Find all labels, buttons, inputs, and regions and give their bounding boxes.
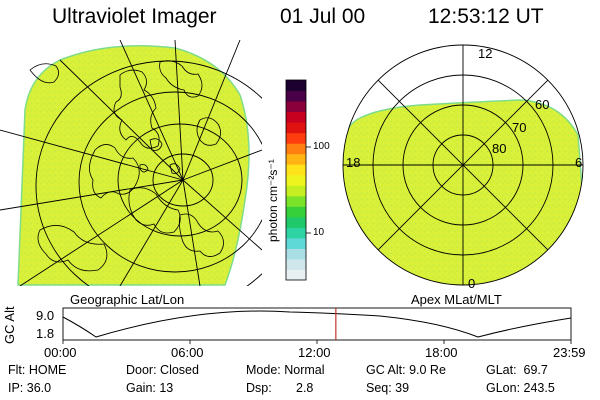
orbit-xtick-1: 06:00: [171, 345, 204, 360]
left-emission-area: [17, 44, 250, 286]
geographic-map: [0, 40, 262, 286]
colorbar-cell: [286, 227, 306, 239]
colorbar-cell: [286, 258, 306, 270]
status-mode: Mode: Normal: [246, 363, 325, 377]
status-flt: Flt: HOME: [8, 363, 67, 377]
colorbar-cell: [286, 153, 306, 165]
colorbar-cell: [286, 185, 306, 197]
colorbar-cell: [286, 269, 306, 281]
mlt-6-label: 6: [575, 155, 583, 170]
orbit-altitude-curve: [62, 310, 572, 338]
status-gain: Gain: 13: [126, 381, 174, 395]
lat-70-label: 70: [512, 120, 527, 135]
mlt-0-label: 0: [468, 276, 476, 291]
lat-60-label: 60: [535, 97, 550, 112]
colorbar-cell: [286, 164, 306, 176]
mlt-18-label: 18: [346, 155, 361, 170]
colorbar-tick-100: 100: [313, 141, 330, 152]
orbit-xtick-2: 12:00: [298, 345, 331, 360]
colorbar-cell: [286, 101, 306, 113]
colorbar-tick-10: 10: [313, 227, 325, 238]
orbit-plot: [62, 307, 572, 344]
colorbar-cell: [286, 122, 306, 134]
status-door: Door: Closed: [126, 363, 199, 377]
colorbar-unit-label: photon cm⁻²s⁻¹: [266, 159, 280, 242]
instrument-title: Ultraviolet Imager: [52, 5, 217, 28]
status-glon: GLon: 243.5: [486, 381, 555, 395]
colorbar-cell: [286, 174, 306, 186]
colorbar-cell: [286, 195, 306, 207]
orbit-ytick-bottom: 1.8: [36, 326, 55, 341]
orbit-xtick-0: 00:00: [44, 345, 77, 360]
status-glat: GLat: 69.7: [486, 363, 548, 377]
orbit-ylabel: GC Alt: [2, 306, 17, 344]
date-label: 01 Jul 00: [280, 5, 366, 28]
colorbar-cell: [286, 248, 306, 260]
status-dsp: Dsp: 2.8: [246, 381, 314, 395]
colorbar-cell: [286, 90, 306, 102]
orbit-xtick-4: 23:59: [553, 345, 586, 360]
status-ip: IP: 36.0: [8, 381, 52, 395]
apex-caption: Apex MLat/MLT: [411, 292, 502, 307]
status-seq: Seq: 39: [366, 381, 410, 395]
orbit-ytick-top: 9.0: [36, 308, 55, 323]
colorbar-cell: [286, 237, 306, 249]
colorbar-cell: [286, 80, 306, 92]
time-label: 12:53:12 UT: [428, 5, 544, 28]
orbit-xtick-3: 18:00: [425, 345, 458, 360]
lat-80-label: 80: [492, 141, 507, 156]
polar-plot: [342, 44, 584, 286]
colorbar-cell: [286, 132, 306, 144]
lat-lon-grid: [0, 40, 262, 286]
geographic-caption: Geographic Lat/Lon: [70, 292, 185, 307]
colorbar-cell: [286, 143, 306, 155]
colorbar-cell: [286, 111, 306, 123]
colorbar-cell: [286, 216, 306, 228]
coastlines: [29, 60, 224, 272]
mlt-12-label: 12: [478, 46, 493, 61]
colorbar: [285, 79, 311, 281]
colorbar-cell: [286, 206, 306, 218]
status-gc-alt: GC Alt: 9.0 Re: [366, 363, 446, 377]
